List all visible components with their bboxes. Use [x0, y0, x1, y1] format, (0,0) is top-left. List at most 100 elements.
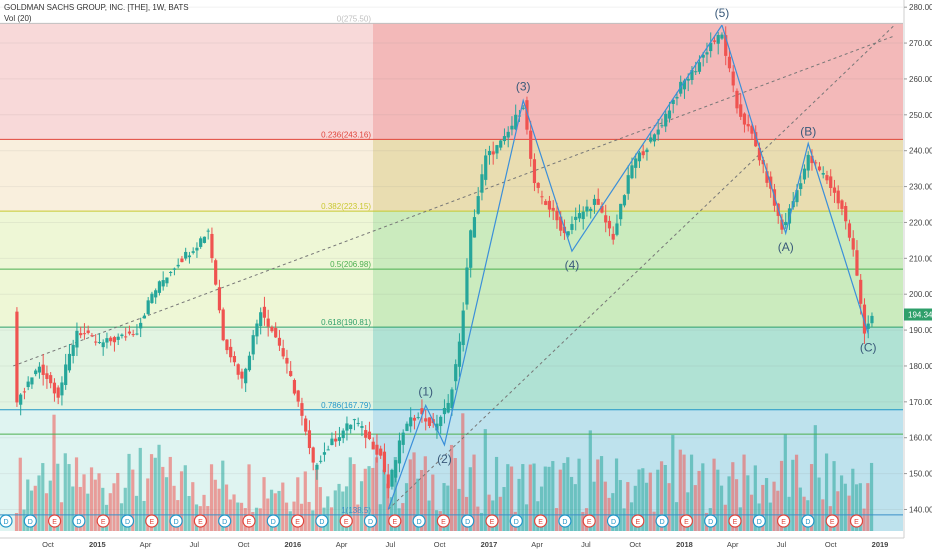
volume-bar — [247, 464, 251, 531]
x-tick-label-7: Jul — [386, 540, 396, 549]
event-badge[interactable]: E — [728, 514, 742, 528]
event-badge[interactable]: E — [193, 514, 207, 528]
event-badge[interactable]: E — [631, 514, 645, 528]
badge-letter: D — [319, 519, 324, 526]
wave-label-4: (5) — [715, 6, 730, 20]
candle-body — [446, 402, 450, 413]
volume-bar — [588, 430, 592, 531]
volume-bar — [97, 473, 101, 531]
event-badge[interactable]: D — [606, 514, 621, 528]
event-badge[interactable]: D — [218, 514, 232, 528]
volume-bar — [573, 484, 577, 531]
volume-bar — [592, 481, 596, 531]
badge-letter: E — [198, 519, 203, 526]
candle-body — [266, 318, 270, 327]
event-badge[interactable]: D — [801, 514, 815, 528]
event-badge[interactable]: E — [436, 514, 450, 528]
event-badge[interactable]: E — [339, 514, 353, 528]
badge-letter: E — [247, 519, 252, 526]
event-badge[interactable]: E — [776, 514, 791, 528]
volume-bar — [56, 463, 60, 531]
volume-bar — [101, 487, 105, 531]
candle-body — [424, 418, 428, 422]
event-badge[interactable]: D — [363, 514, 378, 528]
volume-bar — [862, 508, 866, 531]
volume-bar — [637, 469, 641, 531]
event-badge[interactable]: E — [485, 514, 499, 528]
candle-body — [757, 147, 762, 161]
event-badge[interactable]: E — [582, 514, 596, 528]
event-badge[interactable]: E — [242, 514, 256, 528]
volume-bar — [138, 447, 142, 531]
badge-letter: E — [101, 519, 106, 526]
event-badge[interactable]: D — [23, 514, 37, 528]
volume-bar — [127, 453, 131, 531]
candle-body — [405, 423, 409, 431]
event-badge[interactable]: E — [849, 514, 864, 528]
elliott-waves: (1) (2) (3) (4) (5) (A) (B) (C) — [387, 6, 877, 510]
wave-label-5: (A) — [778, 240, 794, 254]
volume-bar — [236, 502, 240, 531]
event-badge[interactable]: D — [266, 514, 280, 528]
event-badge[interactable]: E — [533, 514, 548, 528]
candle-body — [622, 195, 627, 206]
volume-bar — [116, 472, 120, 531]
event-badge[interactable]: D — [120, 514, 135, 528]
event-badge[interactable]: E — [47, 514, 62, 528]
badge-letter: E — [684, 519, 689, 526]
candle-body — [52, 382, 57, 394]
y-tick-label-4: 180.00 — [909, 362, 932, 371]
fib-zone-left-3 — [0, 327, 373, 410]
candle-body — [487, 150, 492, 156]
event-badge[interactable]: D — [509, 514, 523, 528]
candle-body — [514, 114, 518, 130]
candle-body — [705, 52, 709, 55]
candle-body — [274, 327, 278, 338]
volume-bar — [217, 488, 221, 531]
event-badge[interactable]: E — [291, 514, 305, 528]
event-badge[interactable]: D — [72, 514, 86, 528]
event-badge[interactable]: E — [388, 514, 402, 528]
event-badge[interactable]: E — [145, 514, 159, 528]
volume-bar — [603, 481, 607, 531]
candle-body — [187, 255, 192, 258]
candle-body — [619, 203, 623, 220]
event-badge[interactable]: D — [461, 514, 475, 528]
dividend-badge — [315, 514, 329, 528]
candle-body — [855, 250, 859, 276]
volume-bar — [656, 469, 660, 531]
event-badge[interactable]: D — [704, 514, 718, 528]
event-badge[interactable]: E — [825, 514, 839, 528]
event-badge[interactable]: E — [679, 514, 694, 528]
candle-body — [71, 344, 75, 356]
volume-bar — [412, 452, 416, 531]
candle-body — [540, 196, 544, 198]
fib-label-0: 0(275.50) — [337, 14, 372, 23]
candle-body — [596, 198, 600, 205]
volume-bar — [716, 469, 720, 531]
event-badge[interactable]: D — [655, 514, 669, 528]
earnings-badge — [631, 514, 645, 528]
badge-letter: D — [174, 519, 179, 526]
volume-bar — [663, 464, 667, 531]
volume-bar — [783, 434, 787, 531]
candle-body — [536, 182, 540, 188]
event-badge[interactable]: D — [169, 514, 183, 528]
event-badge[interactable]: D — [558, 514, 572, 528]
candle-body — [319, 460, 323, 462]
x-tick-label-5: 2016 — [284, 540, 301, 549]
candle-body — [870, 315, 874, 324]
event-badge[interactable]: D — [315, 514, 329, 528]
candle-body — [547, 200, 552, 210]
event-badge[interactable]: D — [752, 514, 766, 528]
event-badge[interactable]: D — [412, 514, 426, 528]
event-badge[interactable]: E — [96, 514, 110, 528]
candle-body — [649, 137, 653, 142]
candle-body — [176, 264, 180, 267]
earnings-badge — [193, 514, 207, 528]
volume-bar — [791, 459, 795, 531]
event-badge[interactable]: D — [0, 514, 13, 528]
volume-bar — [641, 468, 645, 531]
